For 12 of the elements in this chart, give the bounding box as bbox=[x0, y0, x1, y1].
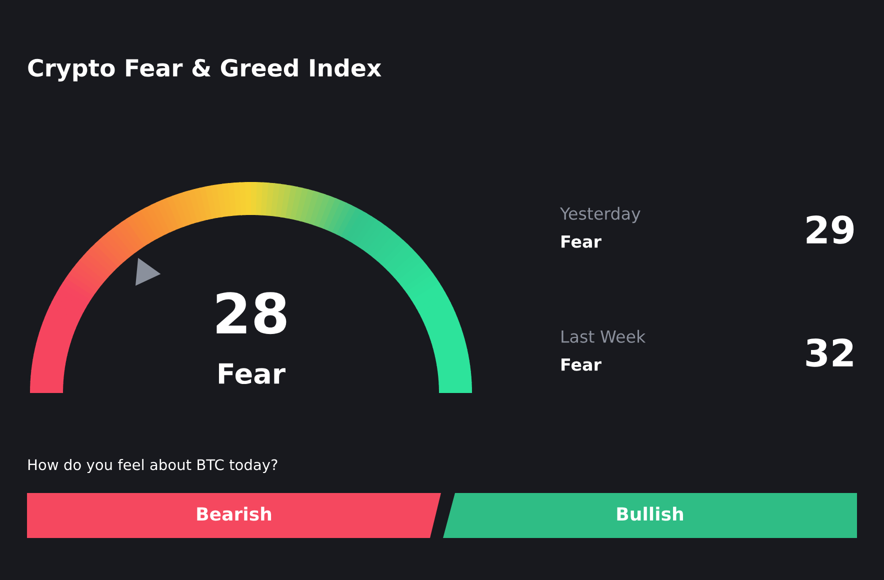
category-label: Yesterday bbox=[560, 206, 640, 224]
category-label: Bullish bbox=[617, 506, 683, 521]
category-label: Bearish bbox=[197, 506, 272, 521]
text: How do you feel about BTC today? bbox=[28, 458, 278, 474]
category-label: Fear bbox=[218, 363, 286, 384]
data-label: 32 bbox=[806, 338, 853, 367]
data-label: 28 bbox=[216, 292, 286, 334]
text: Fear bbox=[562, 235, 602, 248]
text: Crypto Fear & Greed Index bbox=[28, 58, 382, 82]
category-label: Last Week bbox=[562, 330, 646, 343]
data-label: 29 bbox=[806, 216, 854, 244]
text: Fear bbox=[562, 358, 602, 371]
